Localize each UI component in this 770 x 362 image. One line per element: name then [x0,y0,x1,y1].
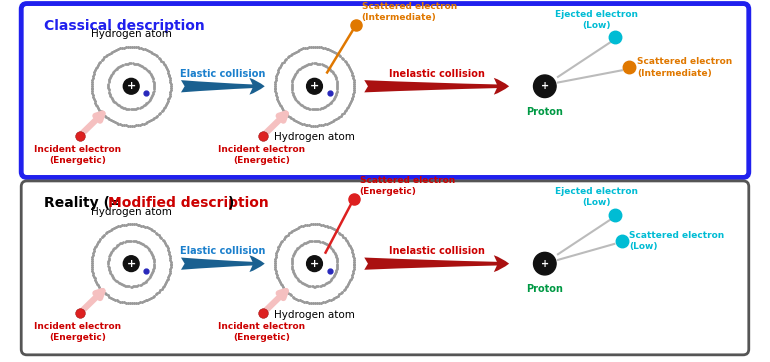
Text: Inelastic collision: Inelastic collision [389,69,484,79]
Text: Incident electron
(Energetic): Incident electron (Energetic) [218,323,305,342]
Text: +: + [126,259,136,269]
Text: +: + [541,81,549,91]
Text: Proton: Proton [527,107,563,117]
Circle shape [123,256,139,272]
Text: Ejected electron
(Low): Ejected electron (Low) [555,10,638,30]
Circle shape [306,79,323,94]
Text: +: + [310,259,319,269]
Text: Incident electron
(Energetic): Incident electron (Energetic) [35,145,122,165]
Text: Hydrogen atom: Hydrogen atom [91,29,172,39]
Text: Modified description: Modified description [108,196,269,210]
Text: Hydrogen atom: Hydrogen atom [274,132,355,142]
Text: Elastic collision: Elastic collision [180,246,266,256]
FancyBboxPatch shape [22,4,748,177]
Text: Scattered electron
(Intermediate): Scattered electron (Intermediate) [637,58,732,77]
Text: Incident electron
(Energetic): Incident electron (Energetic) [218,145,305,165]
Text: Scattered electron
(Energetic): Scattered electron (Energetic) [360,176,455,196]
Text: Scattered electron
(Intermediate): Scattered electron (Intermediate) [362,2,457,22]
Text: ): ) [228,196,234,210]
Circle shape [123,79,139,94]
Circle shape [306,256,323,272]
Text: Elastic collision: Elastic collision [180,69,266,79]
Text: Ejected electron
(Low): Ejected electron (Low) [555,187,638,207]
Circle shape [534,75,556,97]
Text: Incident electron
(Energetic): Incident electron (Energetic) [35,323,122,342]
Text: +: + [126,81,136,91]
Text: Reality (=: Reality (= [44,196,126,210]
Text: Inelastic collision: Inelastic collision [389,246,484,256]
FancyBboxPatch shape [22,181,748,355]
Text: Scattered electron
(Low): Scattered electron (Low) [629,231,725,251]
Text: Classical description: Classical description [44,18,205,33]
Circle shape [534,252,556,275]
Text: +: + [541,259,549,269]
Text: Proton: Proton [527,284,563,294]
Text: +: + [310,81,319,91]
Text: Hydrogen atom: Hydrogen atom [91,207,172,216]
Text: Hydrogen atom: Hydrogen atom [274,310,355,320]
